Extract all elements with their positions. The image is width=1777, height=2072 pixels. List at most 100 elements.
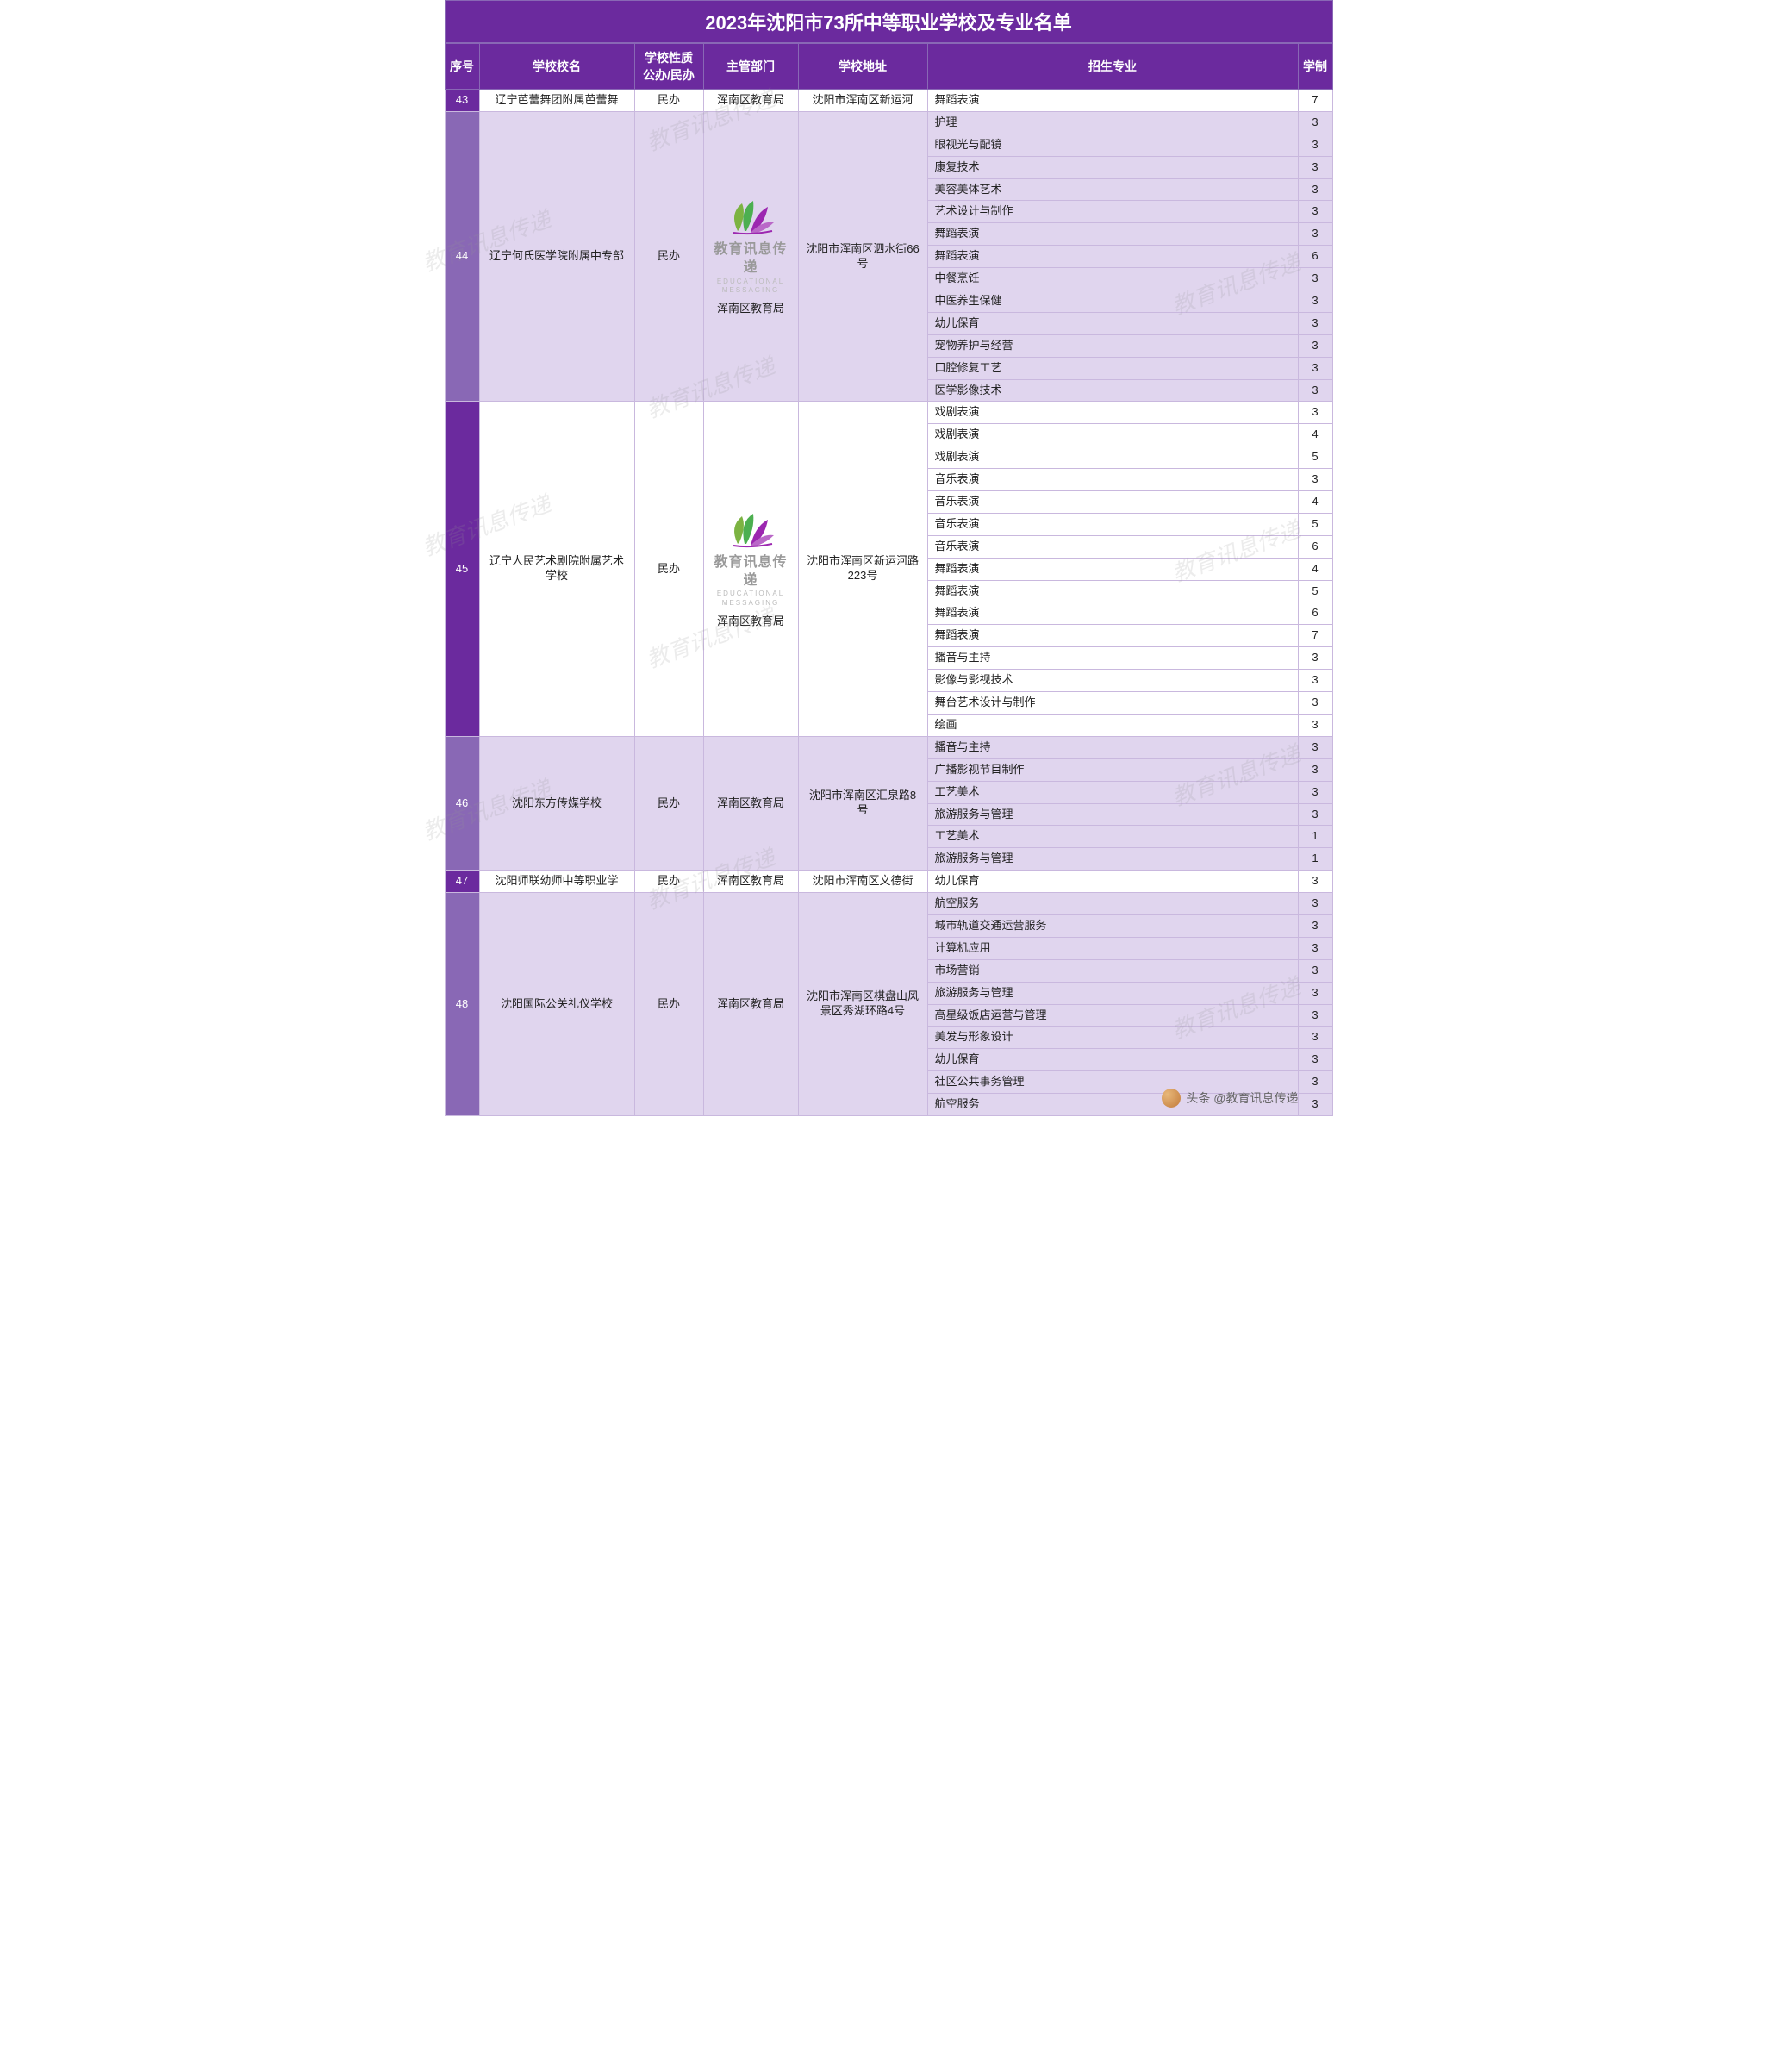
cell-school-name: 辽宁何氏医学院附属中专部	[479, 111, 634, 402]
cell-major: 宠物养护与经营	[927, 334, 1298, 357]
cell-major: 影像与影视技术	[927, 670, 1298, 692]
column-header: 主管部门	[703, 44, 798, 90]
cell-major: 艺术设计与制作	[927, 201, 1298, 223]
watermark-logo: 教育讯息传递EDUCATIONAL MESSAGING	[709, 197, 793, 295]
cell-dept: 教育讯息传递EDUCATIONAL MESSAGING浑南区教育局	[703, 402, 798, 736]
cell-major: 绘画	[927, 714, 1298, 736]
cell-major: 舞蹈表演	[927, 602, 1298, 625]
cell-duration: 3	[1298, 982, 1332, 1004]
column-header: 学校校名	[479, 44, 634, 90]
cell-duration: 3	[1298, 402, 1332, 424]
cell-duration: 3	[1298, 959, 1332, 982]
footer-attribution: 头条 @教育讯息传递	[1162, 1089, 1298, 1108]
cell-duration: 3	[1298, 670, 1332, 692]
cell-major: 舞蹈表演	[927, 223, 1298, 246]
cell-major: 音乐表演	[927, 535, 1298, 558]
cell-duration: 5	[1298, 580, 1332, 602]
cell-address: 沈阳市浑南区新运河路223号	[798, 402, 927, 736]
cell-nature: 民办	[634, 90, 703, 112]
cell-duration: 1	[1298, 826, 1332, 848]
cell-major: 旅游服务与管理	[927, 982, 1298, 1004]
cell-duration: 3	[1298, 223, 1332, 246]
cell-major: 美容美体艺术	[927, 178, 1298, 201]
cell-major: 康复技术	[927, 156, 1298, 178]
cell-duration: 3	[1298, 178, 1332, 201]
schools-table: 序号学校校名学校性质公办/民办主管部门学校地址招生专业学制 43辽宁芭蕾舞团附属…	[445, 43, 1333, 1116]
cell-duration: 3	[1298, 290, 1332, 313]
page-title: 2023年沈阳市73所中等职业学校及专业名单	[445, 0, 1333, 43]
cell-nature: 民办	[634, 402, 703, 736]
cell-dept: 教育讯息传递EDUCATIONAL MESSAGING浑南区教育局	[703, 111, 798, 402]
cell-duration: 3	[1298, 1094, 1332, 1116]
footer-text: 头条 @教育讯息传递	[1186, 1089, 1298, 1107]
table-header-row: 序号学校校名学校性质公办/民办主管部门学校地址招生专业学制	[445, 44, 1332, 90]
cell-duration: 3	[1298, 334, 1332, 357]
cell-index: 48	[445, 893, 479, 1116]
cell-duration: 3	[1298, 111, 1332, 134]
column-header: 招生专业	[927, 44, 1298, 90]
cell-address: 沈阳市浑南区新运河	[798, 90, 927, 112]
cell-duration: 3	[1298, 758, 1332, 781]
cell-major: 播音与主持	[927, 736, 1298, 758]
cell-duration: 3	[1298, 134, 1332, 156]
cell-school-name: 辽宁芭蕾舞团附属芭蕾舞	[479, 90, 634, 112]
column-header: 序号	[445, 44, 479, 90]
table-row: 48沈阳国际公关礼仪学校民办浑南区教育局沈阳市浑南区棋盘山风景区秀湖环路4号航空…	[445, 893, 1332, 915]
cell-major: 播音与主持	[927, 647, 1298, 670]
cell-duration: 3	[1298, 1049, 1332, 1071]
cell-major: 中医养生保健	[927, 290, 1298, 313]
cell-major: 旅游服务与管理	[927, 848, 1298, 871]
cell-major: 眼视光与配镜	[927, 134, 1298, 156]
cell-index: 46	[445, 736, 479, 870]
table-row: 46沈阳东方传媒学校民办浑南区教育局沈阳市浑南区汇泉路8号播音与主持3	[445, 736, 1332, 758]
cell-duration: 5	[1298, 513, 1332, 535]
cell-school-name: 沈阳国际公关礼仪学校	[479, 893, 634, 1116]
cell-school-name: 沈阳东方传媒学校	[479, 736, 634, 870]
column-header: 学校地址	[798, 44, 927, 90]
watermark-logo: 教育讯息传递EDUCATIONAL MESSAGING	[709, 509, 793, 608]
cell-major: 口腔修复工艺	[927, 357, 1298, 379]
cell-major: 戏剧表演	[927, 402, 1298, 424]
cell-duration: 3	[1298, 647, 1332, 670]
cell-major: 舞蹈表演	[927, 90, 1298, 112]
cell-major: 高星级饭店运营与管理	[927, 1004, 1298, 1027]
cell-duration: 3	[1298, 201, 1332, 223]
cell-duration: 3	[1298, 871, 1332, 893]
cell-duration: 3	[1298, 469, 1332, 491]
cell-nature: 民办	[634, 893, 703, 1116]
cell-school-name: 沈阳师联幼师中等职业学	[479, 871, 634, 893]
cell-major: 戏剧表演	[927, 424, 1298, 446]
cell-address: 沈阳市浑南区汇泉路8号	[798, 736, 927, 870]
cell-duration: 3	[1298, 893, 1332, 915]
cell-duration: 5	[1298, 446, 1332, 469]
cell-major: 护理	[927, 111, 1298, 134]
cell-major: 舞台艺术设计与制作	[927, 692, 1298, 715]
cell-address: 沈阳市浑南区棋盘山风景区秀湖环路4号	[798, 893, 927, 1116]
table-row: 44辽宁何氏医学院附属中专部民办教育讯息传递EDUCATIONAL MESSAG…	[445, 111, 1332, 134]
cell-duration: 7	[1298, 90, 1332, 112]
cell-major: 舞蹈表演	[927, 558, 1298, 580]
table-row: 47沈阳师联幼师中等职业学民办浑南区教育局沈阳市浑南区文德街幼儿保育3	[445, 871, 1332, 893]
cell-major: 音乐表演	[927, 491, 1298, 514]
cell-duration: 7	[1298, 625, 1332, 647]
cell-nature: 民办	[634, 736, 703, 870]
cell-major: 中餐烹饪	[927, 268, 1298, 290]
cell-duration: 6	[1298, 246, 1332, 268]
cell-major: 旅游服务与管理	[927, 803, 1298, 826]
cell-duration: 3	[1298, 1071, 1332, 1094]
cell-major: 美发与形象设计	[927, 1027, 1298, 1049]
cell-duration: 3	[1298, 714, 1332, 736]
column-header: 学制	[1298, 44, 1332, 90]
cell-major: 计算机应用	[927, 937, 1298, 959]
cell-duration: 3	[1298, 312, 1332, 334]
column-header: 学校性质公办/民办	[634, 44, 703, 90]
cell-major: 戏剧表演	[927, 446, 1298, 469]
cell-major: 市场营销	[927, 959, 1298, 982]
cell-major: 舞蹈表演	[927, 580, 1298, 602]
cell-major: 城市轨道交通运营服务	[927, 914, 1298, 937]
cell-index: 47	[445, 871, 479, 893]
cell-major: 舞蹈表演	[927, 625, 1298, 647]
avatar-icon	[1162, 1089, 1181, 1108]
cell-duration: 6	[1298, 602, 1332, 625]
cell-dept: 浑南区教育局	[703, 871, 798, 893]
